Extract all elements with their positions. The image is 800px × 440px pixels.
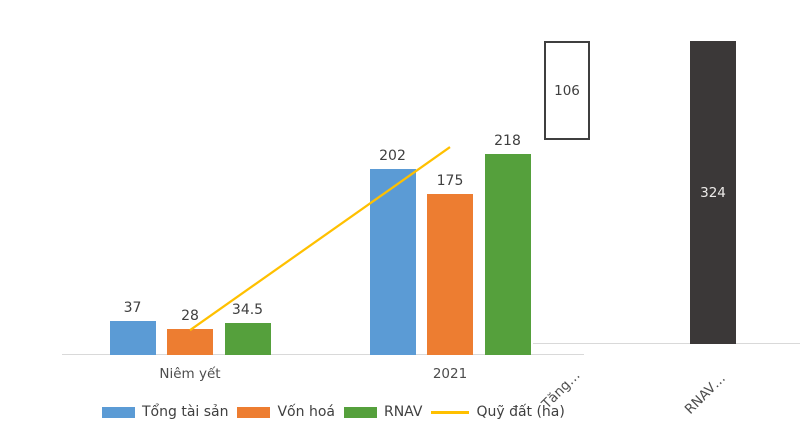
data-label-von-hoa-2021: 175: [436, 173, 464, 189]
x-label-2021: 2021: [432, 366, 468, 382]
legend-item-quy-dat: Quỹ đất (ha): [431, 404, 565, 420]
legend-item-von-hoa: Vốn hoá: [237, 404, 335, 420]
legend-item-rnav: RNAV: [343, 404, 423, 420]
legend-swatch-quy-dat: [431, 410, 470, 414]
bar-value-label-rnav-total: 324: [700, 184, 726, 201]
x-label-niem-yet: Niêm yết: [159, 366, 221, 382]
bar-tang: [544, 41, 590, 140]
bar-rnav-2021: [484, 154, 531, 355]
x-axis-line-right: [533, 343, 800, 344]
legend: Tổng tài sản Vốn hoá RNAV Quỹ đất (ha): [102, 404, 574, 420]
legend-label-rnav: RNAV: [383, 404, 423, 420]
bar-tong-tai-san-niem-yet: [109, 321, 156, 355]
legend-label-quy-dat: Quỹ đất (ha): [476, 404, 565, 420]
legend-label-von-hoa: Vốn hoá: [277, 404, 335, 420]
x-axis-line-left: [62, 354, 584, 355]
data-label-von-hoa-niem-yet: 28: [181, 308, 199, 324]
bar-value-label-tang: 106: [554, 82, 580, 99]
legend-swatch-rnav: [343, 406, 377, 418]
data-label-tong-tai-san-niem-yet: 37: [123, 300, 142, 316]
legend-label-tong-tai-san: Tổng tài sản: [142, 404, 229, 420]
legend-swatch-von-hoa: [237, 406, 271, 418]
legend-item-tong-tai-san: Tổng tài sản: [102, 404, 228, 420]
bar-rnav-niem-yet: [224, 323, 271, 355]
bar-von-hoa-2021: [427, 194, 473, 355]
x-label-rnav-total: RNAV…: [682, 370, 730, 418]
bar-tong-tai-san-2021: [369, 169, 416, 355]
legend-swatch-tong-tai-san: [102, 406, 135, 418]
bar-von-hoa-niem-yet: [167, 329, 213, 355]
bar-rnav-total: [690, 41, 736, 344]
data-label-rnav-niem-yet: 34.5: [231, 302, 264, 318]
data-label-tong-tai-san-2021: 202: [379, 148, 406, 164]
data-label-rnav-2021: 218: [494, 133, 521, 149]
